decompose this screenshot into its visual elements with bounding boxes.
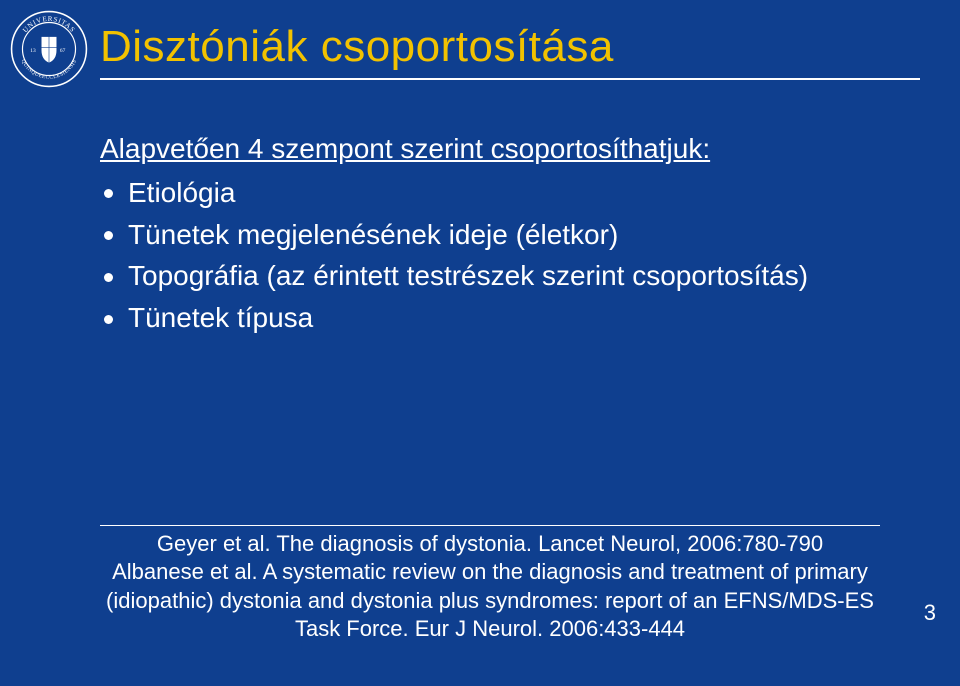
svg-text:13: 13 xyxy=(30,48,36,54)
svg-text:67: 67 xyxy=(60,48,66,54)
reference-divider xyxy=(100,525,880,526)
list-item: Tünetek típusa xyxy=(100,299,900,337)
list-item: Tünetek megjelenésének ideje (életkor) xyxy=(100,216,900,254)
slide-title: Disztóniák csoportosítása xyxy=(100,22,920,80)
slide: UNIVERSITAS QUINQUEECCLESIENSIS 13 67 Di… xyxy=(0,0,960,686)
bullet-text: Tünetek típusa xyxy=(128,302,313,333)
list-item: Topográfia (az érintett testrészek szeri… xyxy=(100,257,900,295)
page-number: 3 xyxy=(924,600,936,626)
bullet-text: Etiológia xyxy=(128,177,235,208)
university-seal-icon: UNIVERSITAS QUINQUEECCLESIENSIS 13 67 xyxy=(10,10,88,88)
reference-line: Geyer et al. The diagnosis of dystonia. … xyxy=(100,530,880,559)
bullet-text: Topográfia (az érintett testrészek szeri… xyxy=(128,260,808,291)
bullet-text: Tünetek megjelenésének ideje (életkor) xyxy=(128,219,618,250)
reference-line: Albanese et al. A systematic review on t… xyxy=(100,558,880,644)
subheading: Alapvetően 4 szempont szerint csoportosí… xyxy=(100,130,900,168)
references: Geyer et al. The diagnosis of dystonia. … xyxy=(100,525,880,644)
slide-body: Alapvetően 4 szempont szerint csoportosí… xyxy=(100,130,900,341)
list-item: Etiológia xyxy=(100,174,900,212)
bullet-list: Etiológia Tünetek megjelenésének ideje (… xyxy=(100,174,900,337)
